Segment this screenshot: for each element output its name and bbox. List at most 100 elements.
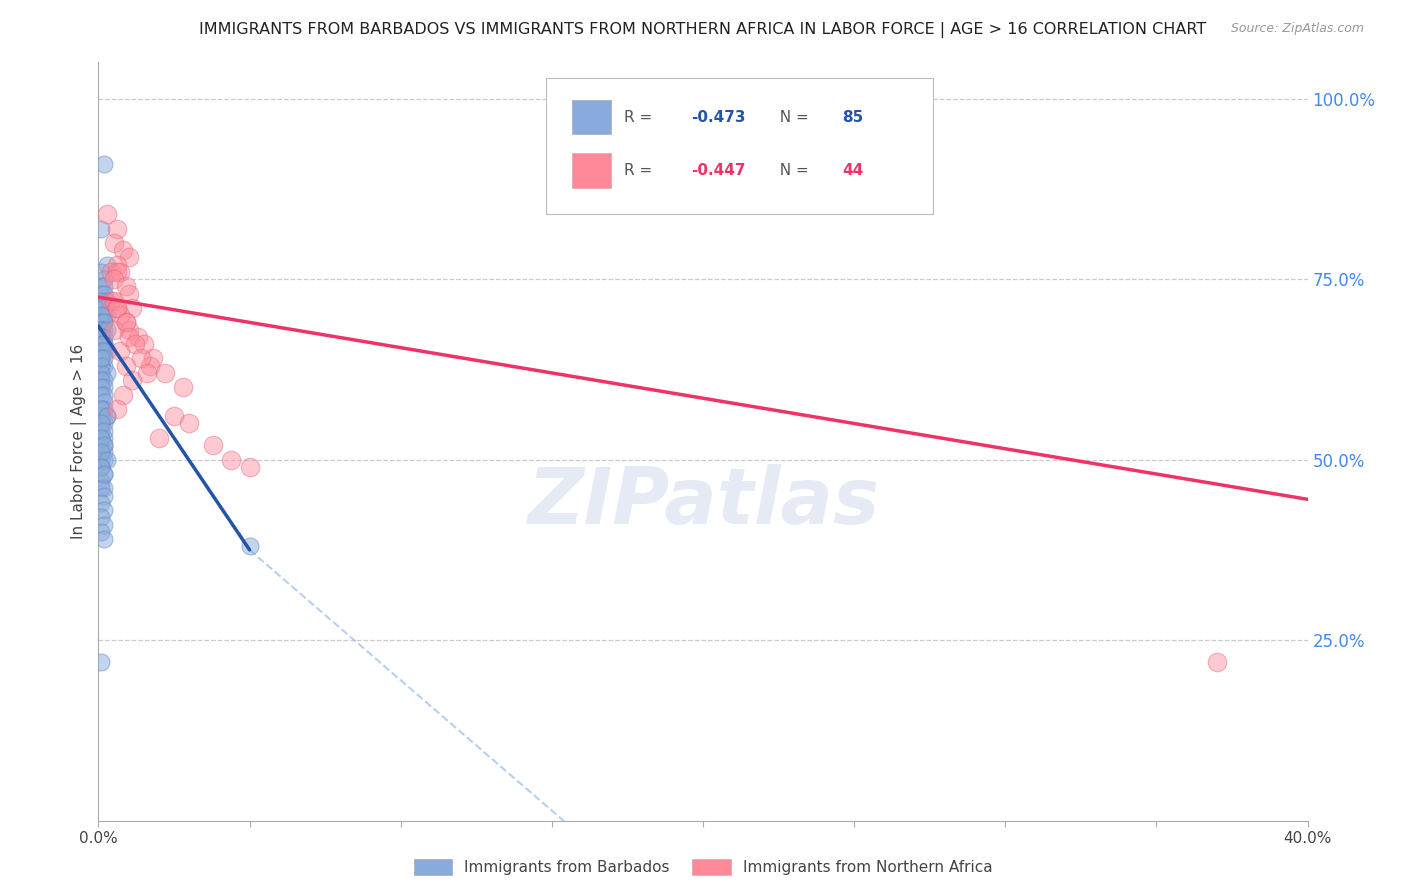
Point xyxy=(105,301,128,315)
Point xyxy=(90,475,112,489)
Point xyxy=(90,293,112,308)
Point xyxy=(135,366,157,380)
Point xyxy=(93,337,115,351)
Point xyxy=(93,359,115,373)
Point xyxy=(100,265,122,279)
Point xyxy=(124,337,146,351)
Point xyxy=(93,373,115,387)
Point xyxy=(105,258,128,272)
Point xyxy=(90,337,112,351)
Point xyxy=(93,380,115,394)
Point xyxy=(93,323,115,337)
Point xyxy=(93,394,115,409)
Point xyxy=(132,337,155,351)
Point xyxy=(148,431,170,445)
Point xyxy=(96,409,118,424)
Text: 44: 44 xyxy=(842,162,863,178)
Text: ZIPatlas: ZIPatlas xyxy=(527,464,879,541)
FancyBboxPatch shape xyxy=(546,78,932,214)
Point xyxy=(93,438,115,452)
Point xyxy=(90,323,112,337)
Point xyxy=(139,359,162,373)
Point xyxy=(93,503,115,517)
Point xyxy=(90,265,112,279)
Point xyxy=(118,251,141,265)
Point xyxy=(93,308,115,322)
Point xyxy=(90,279,112,293)
Point xyxy=(111,387,134,401)
Point xyxy=(153,366,176,380)
Point xyxy=(114,315,136,329)
Point xyxy=(93,489,115,503)
Point xyxy=(121,301,143,315)
Point xyxy=(103,235,125,250)
Point xyxy=(93,286,115,301)
Point xyxy=(103,323,125,337)
Point xyxy=(90,366,112,380)
Point xyxy=(118,286,141,301)
Point xyxy=(96,207,118,221)
Point xyxy=(90,445,112,459)
Point xyxy=(93,387,115,401)
Point xyxy=(90,330,112,344)
Point xyxy=(105,402,128,417)
Point xyxy=(121,373,143,387)
Point xyxy=(103,272,125,286)
Point xyxy=(90,380,112,394)
Point xyxy=(96,308,118,322)
Point xyxy=(100,293,122,308)
Point xyxy=(90,417,112,431)
Point xyxy=(93,482,115,496)
Point xyxy=(90,524,112,539)
Point xyxy=(90,323,112,337)
Point xyxy=(90,431,112,445)
Point xyxy=(90,445,112,459)
Point xyxy=(96,258,118,272)
Text: IMMIGRANTS FROM BARBADOS VS IMMIGRANTS FROM NORTHERN AFRICA IN LABOR FORCE | AGE: IMMIGRANTS FROM BARBADOS VS IMMIGRANTS F… xyxy=(200,22,1206,38)
Text: N =: N = xyxy=(769,162,813,178)
Y-axis label: In Labor Force | Age > 16: In Labor Force | Age > 16 xyxy=(72,344,87,539)
Point xyxy=(93,532,115,546)
Point xyxy=(90,221,112,235)
Point xyxy=(90,308,112,322)
Point xyxy=(129,351,152,366)
Text: R =: R = xyxy=(624,110,658,125)
Point xyxy=(93,315,115,329)
Point xyxy=(93,272,115,286)
Point xyxy=(90,452,112,467)
Point xyxy=(118,330,141,344)
Point xyxy=(163,409,186,424)
Text: N =: N = xyxy=(769,110,813,125)
Point xyxy=(179,417,201,431)
Text: R =: R = xyxy=(624,162,658,178)
Point xyxy=(93,517,115,532)
Point xyxy=(90,459,112,474)
Point xyxy=(239,459,262,474)
Point xyxy=(90,330,112,344)
Point xyxy=(90,301,112,315)
Point xyxy=(93,315,115,329)
Point xyxy=(90,351,112,366)
Point xyxy=(96,366,118,380)
Point xyxy=(105,221,128,235)
Point xyxy=(90,286,112,301)
Point xyxy=(93,438,115,452)
Text: 85: 85 xyxy=(842,110,863,125)
Point xyxy=(90,402,112,417)
Point xyxy=(90,482,112,496)
Point xyxy=(93,337,115,351)
Point xyxy=(90,424,112,438)
Point xyxy=(103,293,125,308)
Point xyxy=(105,301,128,315)
Point xyxy=(93,301,115,315)
Point xyxy=(221,452,243,467)
Point xyxy=(90,344,112,359)
Point xyxy=(172,380,194,394)
Point xyxy=(90,655,112,669)
Point xyxy=(90,459,112,474)
Text: Source: ZipAtlas.com: Source: ZipAtlas.com xyxy=(1230,22,1364,36)
Point xyxy=(90,359,112,373)
Point xyxy=(93,351,115,366)
Text: -0.473: -0.473 xyxy=(690,110,745,125)
Point xyxy=(108,265,131,279)
